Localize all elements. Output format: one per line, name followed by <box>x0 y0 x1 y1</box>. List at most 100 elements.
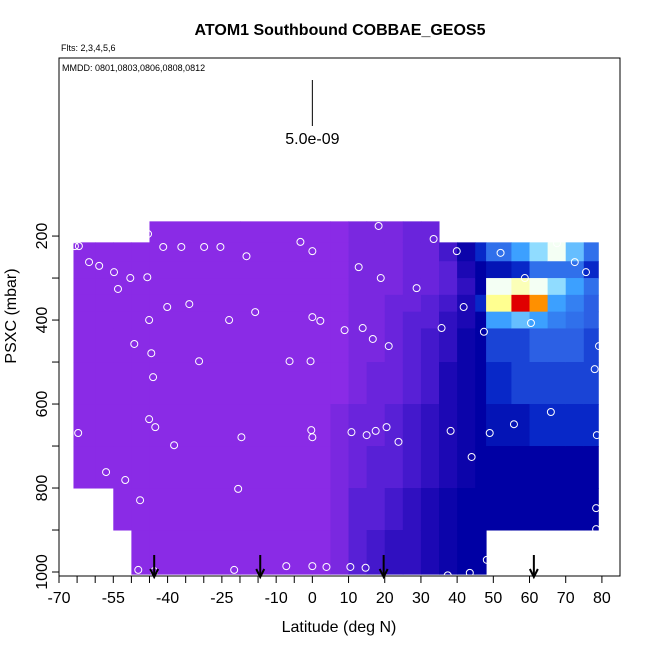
cell <box>402 261 422 279</box>
obs-point <box>145 316 154 325</box>
cell <box>457 242 476 262</box>
obs-point <box>509 420 518 429</box>
obs-point <box>361 563 370 572</box>
cell <box>439 311 458 329</box>
obs-point <box>526 318 535 327</box>
cell <box>384 294 404 313</box>
cell <box>239 278 331 296</box>
cell <box>420 311 440 329</box>
arrow-head <box>149 568 160 580</box>
cell <box>583 242 599 262</box>
obs-point <box>394 437 403 446</box>
obs-point <box>354 263 363 272</box>
cell <box>366 404 386 447</box>
obs-point <box>446 426 455 435</box>
cell <box>402 278 422 296</box>
cell <box>565 488 585 531</box>
cell <box>348 242 368 262</box>
obs-point <box>485 429 494 438</box>
cell <box>366 261 386 279</box>
cell <box>131 488 150 531</box>
arrow-head <box>378 568 389 580</box>
cell <box>420 261 440 279</box>
obs-point <box>120 562 129 571</box>
x-tick-label: 70 <box>557 590 575 607</box>
obs-point <box>459 303 468 312</box>
cell <box>439 242 458 262</box>
obs-point <box>110 268 119 277</box>
cell <box>511 488 531 531</box>
cell <box>131 278 150 296</box>
cell <box>565 446 585 489</box>
cell <box>384 404 404 447</box>
obs-point <box>145 415 154 424</box>
cell <box>113 328 132 363</box>
cell <box>486 362 512 405</box>
cell <box>529 278 549 296</box>
cell <box>239 530 331 575</box>
obs-point <box>308 247 317 256</box>
cell <box>475 488 487 531</box>
obs-point <box>452 247 461 256</box>
cell <box>565 278 585 296</box>
x-tick-label: -70 <box>47 590 70 607</box>
cell <box>95 446 114 489</box>
obs-point <box>376 274 385 283</box>
y-tick-label: 400 <box>34 307 51 334</box>
cell <box>402 362 422 405</box>
obs-point <box>570 258 579 267</box>
obs-point <box>308 433 317 442</box>
cell <box>113 488 132 531</box>
cell <box>457 328 476 363</box>
cell <box>330 488 350 531</box>
cell <box>439 328 458 363</box>
cell <box>565 294 585 313</box>
obs-point <box>216 242 225 251</box>
cell <box>95 242 114 262</box>
cell <box>457 261 476 279</box>
x-tick-label: 0 <box>308 590 317 607</box>
cell <box>529 261 549 279</box>
obs-point <box>429 234 438 243</box>
cell <box>384 221 404 243</box>
cell <box>529 242 549 262</box>
cell <box>73 311 96 329</box>
obs-point <box>322 562 331 571</box>
cell <box>131 446 150 489</box>
cell <box>439 294 458 313</box>
cell <box>239 221 331 243</box>
cell <box>95 328 114 363</box>
cell <box>384 328 404 363</box>
cell <box>439 261 458 279</box>
cell <box>95 404 114 447</box>
cell <box>348 261 368 279</box>
obs-point <box>581 268 590 277</box>
cell <box>348 221 368 243</box>
obs-point <box>347 428 356 437</box>
obs-point <box>282 562 291 571</box>
cell <box>348 446 368 489</box>
obs-point <box>200 242 209 251</box>
obs-point <box>358 324 367 333</box>
cell <box>475 261 487 279</box>
x-tick-label: -10 <box>265 590 288 607</box>
y-tick-label: 1000 <box>34 554 51 590</box>
cell <box>486 404 512 447</box>
cell <box>547 242 567 262</box>
subtitle: Flts: 2,3,4,5,6 <box>61 43 116 53</box>
cell <box>529 294 549 313</box>
obs-point <box>362 431 371 440</box>
cell <box>384 362 404 405</box>
cell <box>239 294 331 313</box>
cell <box>366 242 386 262</box>
cell <box>366 278 386 296</box>
cell <box>475 404 487 447</box>
x-axis-label: Latitude (deg N) <box>282 619 397 636</box>
cell <box>131 294 150 313</box>
cell <box>420 242 440 262</box>
cell <box>149 530 241 575</box>
cell <box>113 311 132 329</box>
cell <box>511 242 531 262</box>
obs-point <box>95 261 104 270</box>
obs-point <box>371 426 380 435</box>
